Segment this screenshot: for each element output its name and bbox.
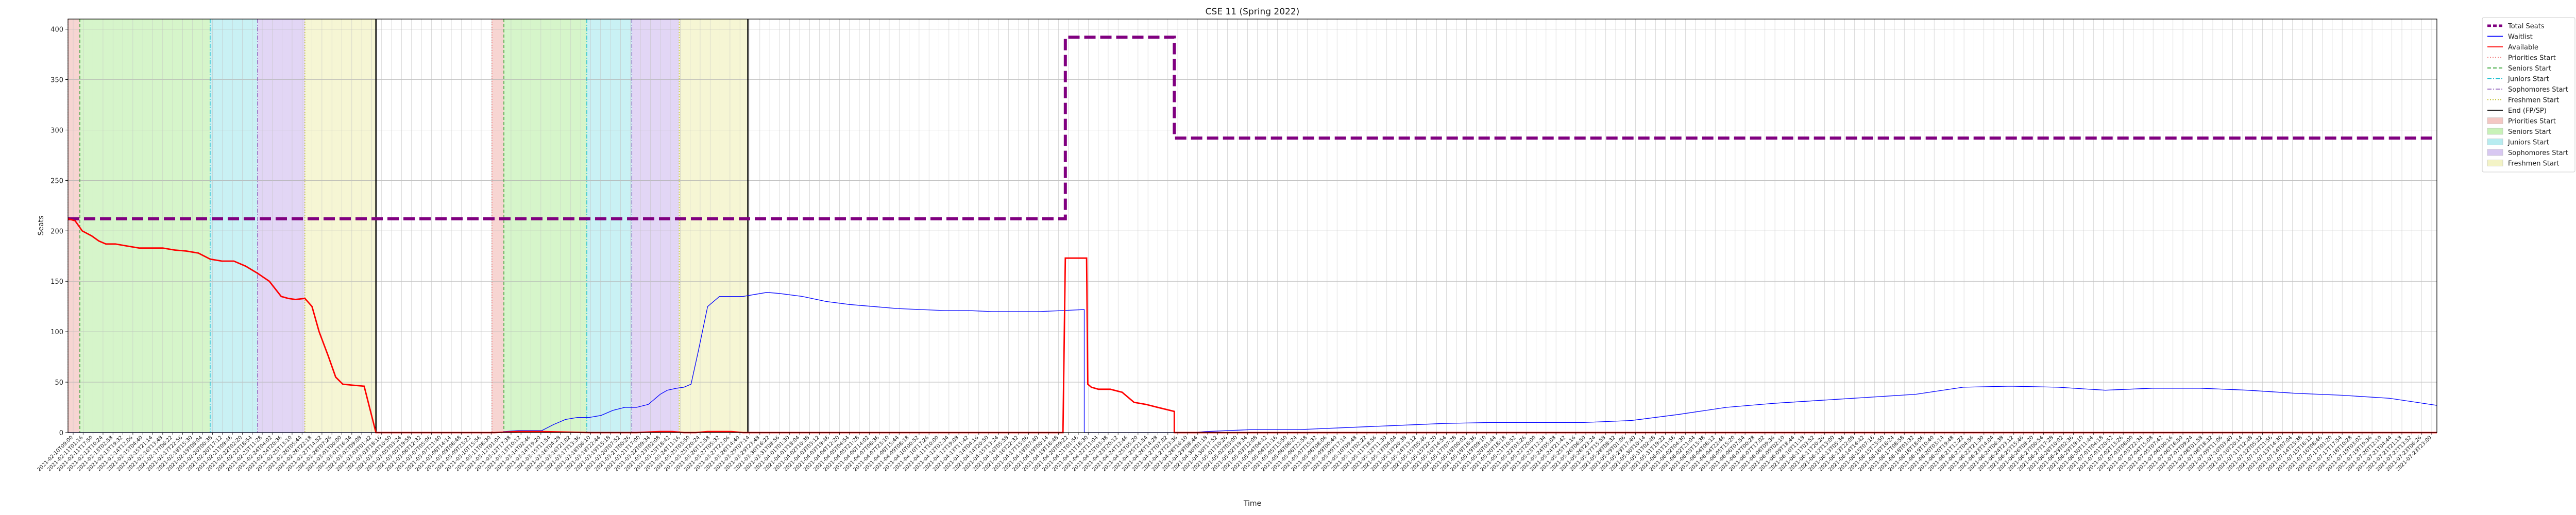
y-tick-label-5: 250 — [50, 177, 63, 185]
y-axis-ticks: 0 50 100 150 200 250 300 350 400 — [50, 26, 68, 437]
grid — [68, 19, 2437, 433]
phase-band-3 — [257, 19, 305, 433]
legend-label-9: Priorities Start — [2508, 118, 2556, 126]
legend-label-12: Sophomores Start — [2508, 149, 2568, 157]
legend-label-4: Seniors Start — [2508, 65, 2551, 73]
legend-label-8: End (FP/SP) — [2508, 107, 2547, 115]
legend-frame — [2482, 17, 2575, 173]
y-tick-label-2: 100 — [50, 329, 63, 336]
y-tick-label-0: 0 — [59, 430, 63, 437]
legend-swatch-10 — [2487, 128, 2503, 135]
phase-band-7 — [504, 19, 587, 433]
phase-band-6 — [492, 19, 504, 433]
series-group — [67, 36, 2437, 434]
y-tick-label-4: 200 — [50, 228, 63, 235]
legend-swatch-9 — [2487, 117, 2503, 124]
legend-label-5: Juniors Start — [2507, 76, 2549, 83]
series-available — [67, 218, 2437, 434]
phase-band-0 — [68, 19, 80, 433]
series-total-seats — [68, 36, 2437, 220]
y-tick-label-8: 400 — [50, 26, 63, 34]
phase-bands — [68, 19, 748, 433]
legend-label-10: Seniors Start — [2508, 128, 2551, 136]
legend-label-2: Available — [2508, 44, 2538, 52]
y-tick-label-1: 50 — [55, 379, 63, 387]
legend-label-13: Freshmen Start — [2508, 160, 2559, 168]
phase-band-8 — [586, 19, 632, 433]
phase-lines — [67, 19, 749, 433]
chart-title: CSE 11 (Spring 2022) — [1206, 7, 1300, 17]
y-tick-label-6: 300 — [50, 127, 63, 134]
phase-band-10 — [679, 19, 748, 433]
legend-label-6: Sophomores Start — [2508, 86, 2568, 94]
x-axis-label: Time — [1243, 500, 1261, 508]
phase-band-2 — [210, 19, 258, 433]
legend-label-11: Juniors Start — [2507, 139, 2549, 147]
legend: Total Seats Waitlist Available Priorities S… — [2482, 17, 2575, 173]
y-tick-label-3: 150 — [50, 278, 63, 286]
legend-label-7: Freshmen Start — [2508, 97, 2559, 105]
legend-swatch-11 — [2487, 139, 2503, 145]
phase-band-1 — [79, 19, 210, 433]
phase-band-4 — [304, 19, 376, 433]
x-axis-ticks: 2021-02-10T09:002021-02-11T01:162021-02-… — [37, 433, 2433, 473]
legend-label-0: Total Seats — [2507, 23, 2545, 30]
legend-swatch-12 — [2487, 149, 2503, 156]
phase-band-9 — [632, 19, 680, 433]
legend-label-1: Waitlist — [2508, 33, 2533, 41]
y-tick-label-7: 350 — [50, 77, 63, 84]
plot-frame — [67, 19, 2437, 433]
y-axis-label: Seats — [37, 216, 45, 236]
legend-swatch-13 — [2487, 160, 2503, 166]
legend-label-3: Priorities Start — [2508, 55, 2556, 62]
series-waitlist — [68, 292, 2437, 433]
